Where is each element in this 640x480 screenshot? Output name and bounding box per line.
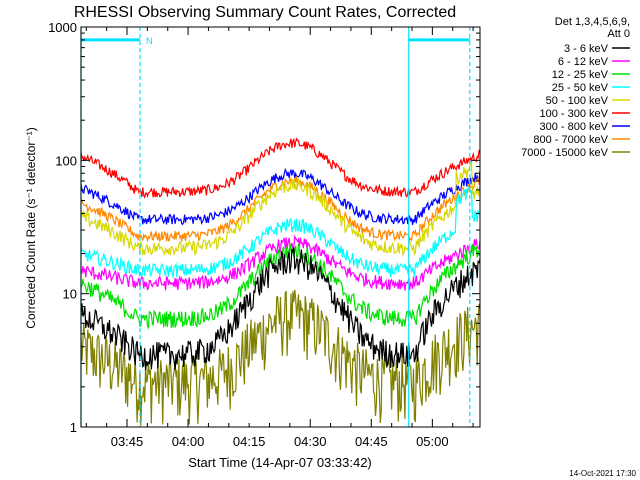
y-tick-label: 1: [70, 420, 77, 435]
y-tick-label: 100: [55, 153, 77, 168]
legend-title-1: Det 1,3,4,5,6,9,: [555, 16, 630, 28]
legend-label: 100 - 300 keV: [540, 108, 609, 120]
x-axis-label: Start Time (14-Apr-07 03:33:42): [188, 455, 372, 470]
legend-label: 3 - 6 keV: [564, 43, 609, 55]
x-tick-label: 05:00: [416, 434, 449, 449]
x-tick-label: 04:00: [172, 434, 205, 449]
legend-label: 12 - 25 keV: [552, 69, 609, 81]
x-tick-label: 03:45: [111, 434, 144, 449]
marker-layer: N: [80, 27, 471, 427]
legend-label: 6 - 12 keV: [558, 56, 609, 68]
legend-title-2: Att 0: [607, 28, 630, 40]
plot-frame: [80, 26, 481, 428]
series-line: [81, 161, 480, 257]
y-tick-label: 10: [63, 287, 77, 302]
chart-title: RHESSI Observing Summary Count Rates, Co…: [74, 4, 456, 21]
x-tick-label: 04:45: [355, 434, 388, 449]
series-line: [81, 167, 480, 226]
x-axis: 03:45 04:00 04:15 04:30 04:45 05:00: [85, 27, 474, 449]
series-line: [81, 186, 480, 280]
series-line: [81, 247, 480, 371]
series-line: [81, 137, 480, 199]
legend-label: 300 - 800 keV: [540, 121, 609, 133]
y-axis-label: Corrected Count Rate (s⁻¹ detector⁻¹): [24, 127, 38, 328]
series-line: [81, 289, 480, 426]
y-tick-label: 1000: [48, 20, 77, 35]
legend-label: 7000 - 15000 keV: [521, 147, 609, 159]
legend-label: 50 - 100 keV: [546, 95, 609, 107]
annotation-n: N: [146, 36, 153, 46]
timestamp: 14-Oct-2021 17:30: [569, 469, 636, 478]
legend-label: 25 - 50 keV: [552, 82, 609, 94]
series-line: [81, 234, 480, 291]
series-line: [81, 176, 480, 243]
y-axis: 1 10 100 1000: [48, 20, 480, 435]
series-layer: [81, 137, 480, 426]
x-tick-label: 04:30: [294, 434, 327, 449]
x-tick-label: 04:15: [233, 434, 266, 449]
legend-label: 800 - 7000 keV: [533, 134, 608, 146]
